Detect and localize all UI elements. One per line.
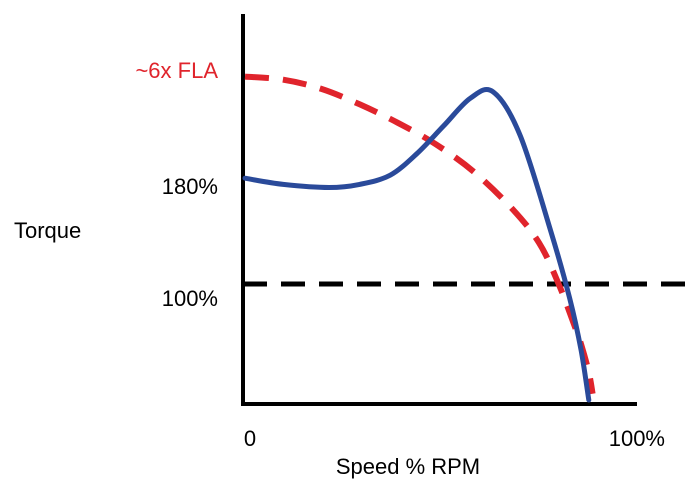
axes (241, 14, 637, 406)
y-axis-label: Torque (14, 218, 81, 243)
series-current-dashed (244, 73, 596, 395)
series-torque-solid (242, 87, 592, 403)
x-axis-label: Speed % RPM (336, 454, 480, 479)
y-tick-label-100: 100% (162, 286, 218, 311)
annotation-label: ~6x FLA (135, 58, 218, 83)
x-tick-label-100: 100% (609, 426, 665, 451)
x-tick-label-0: 0 (244, 426, 256, 451)
y-tick-label-180: 180% (162, 174, 218, 199)
